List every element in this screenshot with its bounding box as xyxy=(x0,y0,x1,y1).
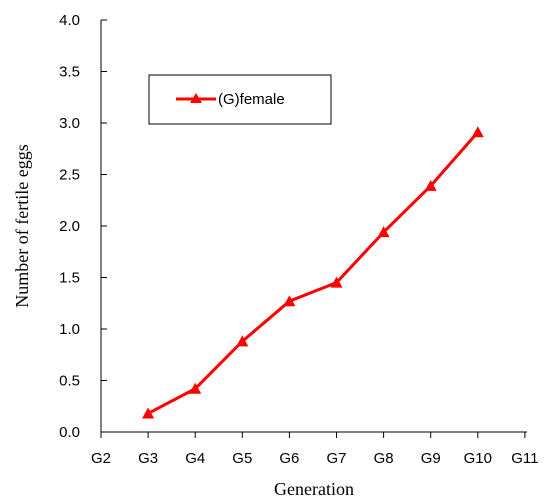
x-tick-label: G8 xyxy=(374,450,394,467)
y-tick-label: 4.0 xyxy=(59,12,80,29)
y-tick-label: 3.0 xyxy=(59,115,80,132)
series-layer xyxy=(142,126,484,419)
y-ticks: 0.0 0.5 1.0 1.5 2.0 2.5 3.0 3.5 4.0 xyxy=(59,12,107,441)
legend-label: (G)female xyxy=(218,91,285,108)
x-tick-label: G11 xyxy=(511,450,538,467)
data-point xyxy=(471,126,484,138)
data-point xyxy=(283,295,296,307)
y-tick-label: 1.5 xyxy=(59,270,80,287)
x-tick-label: G6 xyxy=(279,450,299,467)
legend-marker xyxy=(190,93,202,103)
y-tick-label: 0.0 xyxy=(59,424,80,441)
y-tick-label: 3.5 xyxy=(59,64,80,81)
data-point xyxy=(236,335,249,347)
y-tick-label: 2.0 xyxy=(59,218,80,235)
x-tick-label: G5 xyxy=(232,450,252,467)
series-line xyxy=(147,131,479,415)
x-ticks: G2 G3 G4 G5 G6 G7 G8 G9 G10 G11 xyxy=(91,432,539,467)
data-point xyxy=(142,407,155,419)
x-tick-label: G9 xyxy=(421,450,441,467)
data-point xyxy=(189,382,202,394)
y-tick-label: 0.5 xyxy=(59,373,80,390)
x-axis-title: Generation xyxy=(274,479,354,499)
legend: (G)female xyxy=(148,74,332,125)
y-tick-label: 2.5 xyxy=(59,167,80,184)
data-point xyxy=(377,226,390,238)
y-axis-title: Number of fertile eggs xyxy=(12,144,32,307)
x-tick-label: G3 xyxy=(138,450,158,467)
x-tick-label: G2 xyxy=(91,450,111,467)
y-tick-label: 1.0 xyxy=(59,321,80,338)
data-point xyxy=(330,276,343,288)
x-tick-label: G4 xyxy=(185,450,205,467)
x-tick-label: G7 xyxy=(326,450,346,467)
x-tick-label: G10 xyxy=(464,450,492,467)
data-point xyxy=(424,179,437,191)
